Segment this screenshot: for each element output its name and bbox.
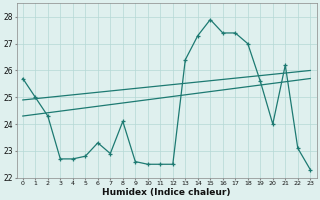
X-axis label: Humidex (Indice chaleur): Humidex (Indice chaleur) — [102, 188, 231, 197]
